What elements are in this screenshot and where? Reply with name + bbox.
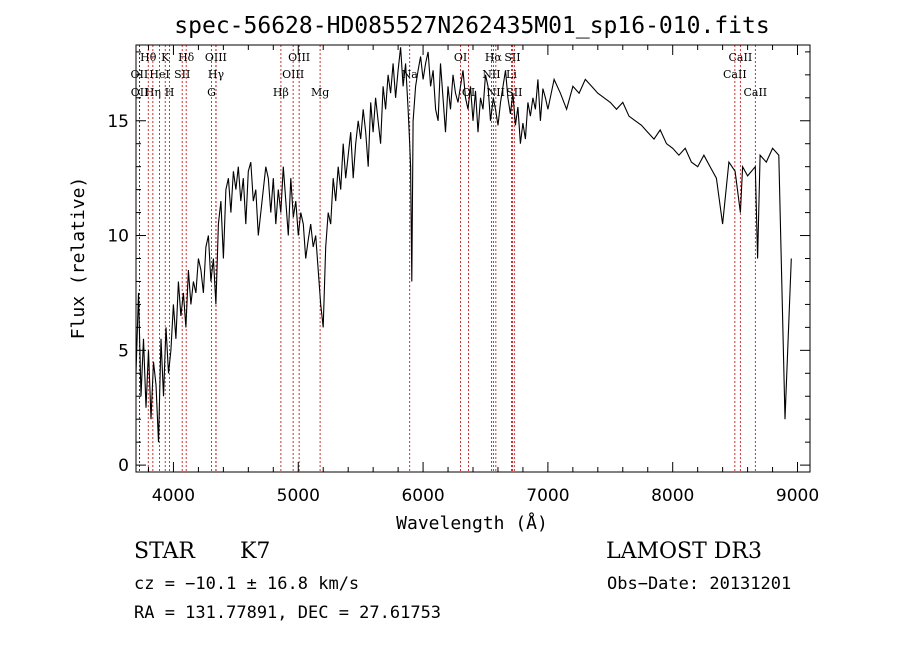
marker-label-18: OI — [462, 86, 475, 99]
marker-label-13: OIII — [288, 51, 310, 64]
x-tick-label-5: 9000 — [776, 486, 819, 506]
chart-title: spec-56628-HD085527N262435M01_sp16-010.f… — [174, 13, 769, 39]
x-axis-label: Wavelength (Å) — [396, 512, 548, 534]
x-tick-label-2: 6000 — [401, 486, 444, 506]
marker-label-24: SII — [506, 86, 522, 99]
object-subclass: K7 — [240, 539, 271, 564]
marker-label-19: Hα — [485, 51, 503, 64]
x-tick-label-1: 5000 — [277, 486, 320, 506]
emission-line-markers — [138, 45, 756, 472]
observation-date: Obs−Date: 20131201 — [607, 574, 792, 594]
marker-label-26: CaII — [723, 68, 747, 81]
marker-label-3: HeI — [149, 68, 169, 81]
y-tick-label-3: 15 — [107, 112, 129, 132]
coordinates: RA = 131.77891, DEC = 27.61753 — [134, 603, 442, 623]
x-tick-label-4: 8000 — [651, 486, 694, 506]
y-tick-label-0: 0 — [118, 456, 129, 476]
marker-label-27: CaII — [743, 86, 767, 99]
y-axis-label: Flux (relative) — [68, 177, 89, 340]
marker-label-17: OI — [454, 51, 467, 64]
y-tick-label-1: 5 — [118, 341, 129, 361]
x-axis-ticks: 4000 5000 6000 7000 8000 9000 — [147, 45, 819, 506]
marker-label-2: OII — [131, 86, 149, 99]
marker-label-23: SII — [504, 51, 520, 64]
redshift-cz: cz = −10.1 ± 16.8 km/s — [134, 574, 360, 594]
x-tick-label-0: 4000 — [152, 486, 195, 506]
marker-label-4: Hη — [145, 86, 161, 99]
spectrum-line — [135, 47, 792, 443]
marker-label-25: CaII — [729, 51, 753, 64]
marker-label-8: Hδ — [178, 51, 195, 64]
survey-name: LAMOST DR3 — [606, 539, 762, 564]
x-tick-label-3: 7000 — [526, 486, 569, 506]
marker-label-21: Li — [506, 68, 517, 81]
y-axis-ticks: 0 5 10 15 — [107, 51, 810, 476]
marker-label-5: K — [161, 51, 170, 64]
marker-label-6: H — [165, 86, 175, 99]
marker-label-10: Hγ — [208, 68, 225, 81]
plot-frame — [135, 44, 811, 473]
marker-label-20: NII — [482, 68, 500, 81]
marker-label-15: Mg — [311, 86, 329, 99]
marker-label-12: Hβ — [273, 86, 289, 99]
y-tick-label-2: 10 — [107, 227, 129, 247]
marker-label-0: Hθ — [140, 51, 157, 64]
object-class: STAR — [134, 539, 195, 564]
marker-label-22: NII — [487, 86, 505, 99]
marker-label-7: SII — [174, 68, 190, 81]
marker-label-14: OIII — [282, 68, 304, 81]
marker-label-11: G — [207, 86, 216, 99]
marker-label-9: OIII — [205, 51, 227, 64]
